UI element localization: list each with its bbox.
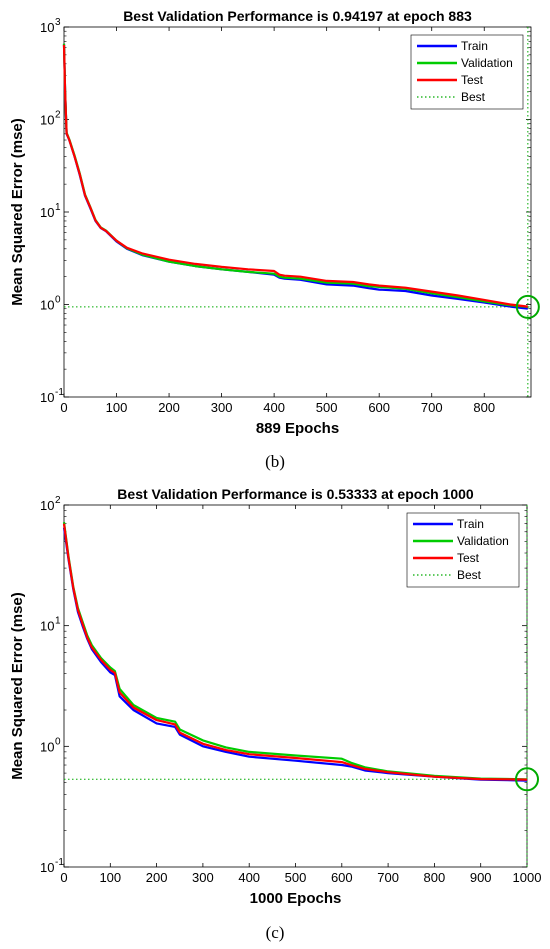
- y-tick-label: 10: [40, 860, 54, 875]
- series-line-test: [62, 523, 528, 781]
- x-tick-label: 100: [106, 400, 128, 415]
- x-tick-label: 500: [285, 870, 307, 885]
- best-point-marker: [515, 294, 540, 319]
- x-tick-label: 800: [424, 870, 446, 885]
- legend-label-test: Test: [457, 551, 480, 565]
- x-axis-label: 889 Epochs: [256, 420, 339, 437]
- chart-title: Best Validation Performance is 0.53333 a…: [117, 486, 474, 502]
- x-tick-label: 600: [368, 400, 390, 415]
- y-tick-label: 10: [40, 498, 54, 513]
- caption-c: (c): [265, 923, 285, 942]
- y-tick-label: 10: [40, 298, 54, 313]
- y-tick-exponent: 3: [55, 17, 61, 28]
- chart-title: Best Validation Performance is 0.94197 a…: [123, 8, 472, 24]
- y-tick-exponent: 0: [55, 295, 61, 306]
- x-tick-label: 400: [238, 870, 260, 885]
- y-tick-label: 10: [40, 619, 54, 634]
- y-tick-exponent: 1: [55, 616, 61, 627]
- chart-panel-b: Best Validation Performance is 0.94197 a…: [9, 8, 540, 471]
- x-tick-label: 300: [211, 400, 233, 415]
- y-tick-label: 10: [40, 205, 54, 220]
- x-tick-label: 600: [331, 870, 353, 885]
- x-tick-label: 900: [470, 870, 492, 885]
- x-tick-label: 800: [473, 400, 495, 415]
- x-tick-label: 100: [99, 870, 121, 885]
- series-line-test: [62, 44, 528, 308]
- legend-label-train: Train: [461, 39, 488, 53]
- x-tick-label: 700: [421, 400, 443, 415]
- best-point-marker: [515, 767, 539, 792]
- x-tick-label: 700: [377, 870, 399, 885]
- y-axis-label: Mean Squared Error (mse): [9, 118, 26, 306]
- x-tick-label: 0: [60, 870, 67, 885]
- y-tick-label: 10: [40, 739, 54, 754]
- y-axis-label: Mean Squared Error (mse): [9, 592, 26, 780]
- y-tick-exponent: 1: [55, 202, 61, 213]
- x-tick-label: 300: [192, 870, 214, 885]
- legend-label-best: Best: [457, 568, 482, 582]
- chart-panel-c: Best Validation Performance is 0.53333 a…: [0, 478, 550, 949]
- x-tick-label: 0: [60, 400, 67, 415]
- chart-c: Best Validation Performance is 0.53333 a…: [9, 486, 542, 907]
- x-tick-label: 1000: [513, 870, 542, 885]
- legend-label-train: Train: [457, 517, 484, 531]
- y-tick-exponent: 0: [55, 736, 61, 747]
- y-tick-label: 10: [40, 390, 54, 405]
- x-tick-label: 200: [146, 870, 168, 885]
- legend-label-best: Best: [461, 90, 486, 104]
- x-tick-label: 500: [316, 400, 338, 415]
- legend-label-test: Test: [461, 73, 484, 87]
- x-axis-label: 1000 Epochs: [250, 890, 342, 907]
- y-tick-exponent: -1: [55, 387, 64, 398]
- y-tick-label: 10: [40, 113, 54, 128]
- y-tick-exponent: 2: [55, 495, 61, 506]
- legend-label-validation: Validation: [457, 534, 509, 548]
- y-tick-exponent: -1: [55, 857, 64, 868]
- legend-label-validation: Validation: [461, 56, 513, 70]
- chart-b: Best Validation Performance is 0.94197 a…: [9, 8, 540, 437]
- y-tick-label: 10: [40, 20, 54, 35]
- y-tick-exponent: 2: [55, 110, 61, 121]
- x-tick-label: 200: [158, 400, 180, 415]
- caption-b: (b): [265, 452, 285, 471]
- x-tick-label: 400: [263, 400, 285, 415]
